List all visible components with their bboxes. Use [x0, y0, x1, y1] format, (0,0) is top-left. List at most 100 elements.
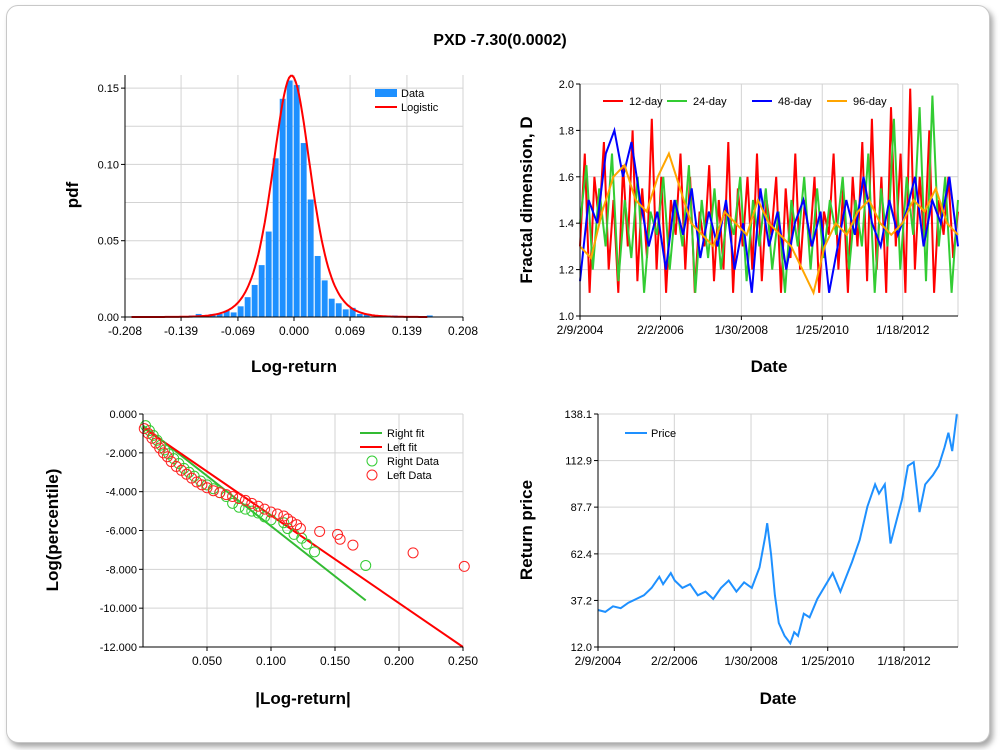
x-axis-label: Date: [751, 357, 788, 376]
logistic-curve: [131, 74, 428, 318]
fractal-chart: 1.0 1.2 1.4 1.6 1.8 2.0 2/9/2004 2/2/2006 1/30/2…: [517, 79, 959, 376]
histogram-bar: [258, 265, 265, 317]
histogram-bar: [314, 255, 321, 317]
histogram-bar: [335, 303, 342, 317]
data-point-Left Data: [314, 525, 326, 537]
y-tick-label: 0.00: [98, 312, 119, 324]
y-tick-label: -8.000: [106, 564, 137, 576]
legend: 12-day 24-day 48-day 96-day: [603, 96, 887, 108]
tail-chart: 0.000 -2.000 -4.000 -6.000 -8.000 -10.000 -12.…: [43, 409, 478, 708]
x-tick-label: 1/30/2008: [724, 654, 778, 668]
histogram-bar: [300, 143, 307, 317]
data-point-Left Data: [252, 500, 264, 512]
histogram-bar: [286, 80, 293, 317]
legend-label: Left fit: [387, 442, 417, 454]
histogram-bar: [244, 297, 251, 317]
y-tick-label: 1.2: [559, 265, 574, 277]
legend-label: 12-day: [629, 96, 663, 108]
data-point-Left Data: [239, 494, 251, 506]
x-tick-label: 0.069: [335, 324, 365, 338]
histogram-bar: [307, 199, 314, 317]
x-tick-label: 1/25/2010: [796, 323, 850, 337]
x-tick-label: 1/30/2008: [715, 323, 769, 337]
data-point-Left Data: [246, 497, 258, 509]
y-tick-label: 2.0: [559, 79, 574, 91]
y-tick-label: 1.0: [559, 311, 574, 323]
x-tick-label: 1/18/2012: [876, 323, 930, 337]
y-tick-label: 1.8: [559, 125, 574, 137]
histogram-bar: [293, 85, 300, 317]
histogram-bar: [216, 313, 223, 317]
legend-label: 24-day: [693, 96, 727, 108]
legend-swatch: [366, 469, 378, 481]
legend: Data Logistic: [375, 88, 439, 114]
series-line-96-day: [579, 150, 959, 296]
y-axis-label: Fractal dimension, D: [517, 116, 536, 283]
data-point-Right Data: [239, 503, 251, 515]
x-tick-label: 2/2/2006: [651, 654, 698, 668]
data-point-Left Data: [196, 479, 208, 491]
pdf-chart: 0.00 0.05 0.10 0.15 -0.208 -0.139 -0.069 0.000 0…: [63, 74, 478, 376]
data-point-Left Data: [265, 506, 277, 518]
data-point-Left Data: [291, 519, 303, 531]
x-tick-label: 0.139: [392, 324, 422, 338]
histogram-bar: [426, 315, 433, 317]
data-point-Left Data: [191, 476, 203, 488]
data-point-Left Data: [220, 489, 232, 501]
data-point-Left Data: [233, 492, 245, 504]
histogram-bar: [349, 307, 356, 317]
data-point-Left Data: [285, 516, 297, 528]
legend-label: Left Data: [387, 470, 433, 482]
legend-label: Right fit: [387, 428, 424, 440]
y-tick-label: -4.000: [106, 487, 137, 499]
data-point-Left Data: [271, 508, 283, 520]
histogram-bar: [237, 306, 244, 317]
histogram-bar: [342, 309, 349, 317]
data-point-Left Data: [334, 533, 346, 545]
histogram-bar: [321, 280, 328, 317]
data-point-Right Data: [278, 517, 290, 529]
data-point-Left Data: [214, 487, 226, 499]
x-axis-label: |Log-return|: [255, 689, 350, 708]
legend-swatch-data: [375, 89, 397, 97]
x-tick-label: 2/9/2004: [557, 323, 604, 337]
legend-swatch: [366, 455, 378, 467]
x-tick-label: -0.069: [221, 324, 255, 338]
fit-line-Right fit: [142, 424, 367, 602]
page-title: PXD -7.30(0.0002): [433, 32, 567, 49]
y-axis-label: Log(percentile): [43, 469, 62, 592]
data-point-Left Data: [207, 485, 219, 497]
histogram-bar: [279, 98, 286, 317]
x-tick-label: 0.100: [256, 654, 286, 668]
y-tick-label: -12.000: [100, 642, 137, 654]
y-tick-label: 12.0: [571, 642, 592, 654]
y-axis-label: pdf: [63, 181, 82, 208]
data-point-Left Data: [458, 560, 470, 572]
x-tick-label: 0.208: [448, 324, 478, 338]
data-point-Left Data: [282, 513, 294, 525]
legend-label: Price: [651, 428, 676, 440]
y-tick-label: -10.000: [100, 603, 137, 615]
y-tick-label: 112.9: [565, 456, 592, 468]
y-tick-label: 1.4: [559, 218, 574, 230]
legend-label: Data: [401, 88, 425, 100]
histogram-bar: [272, 158, 279, 317]
data-point-Right Data: [252, 507, 264, 519]
data-point-Right Data: [201, 479, 213, 491]
x-tick-label: 2/9/2004: [575, 654, 622, 668]
y-tick-label: 0.10: [98, 159, 119, 171]
y-tick-label: 0.15: [98, 83, 119, 95]
y-axis-label: Return price: [517, 480, 536, 580]
chart-panel: [6, 5, 990, 743]
x-tick-label: 1/25/2010: [801, 654, 855, 668]
legend-label: 48-day: [778, 96, 812, 108]
y-tick-label: -6.000: [106, 526, 137, 538]
y-tick-label: 37.2: [571, 595, 592, 607]
data-point-Right Data: [360, 559, 372, 571]
fit-line-Left fit: [142, 426, 464, 648]
histogram-bar: [230, 312, 237, 317]
data-point-Left Data: [227, 491, 239, 503]
x-axis-label: Log-return: [251, 357, 337, 376]
legend-label: Right Data: [387, 456, 440, 468]
